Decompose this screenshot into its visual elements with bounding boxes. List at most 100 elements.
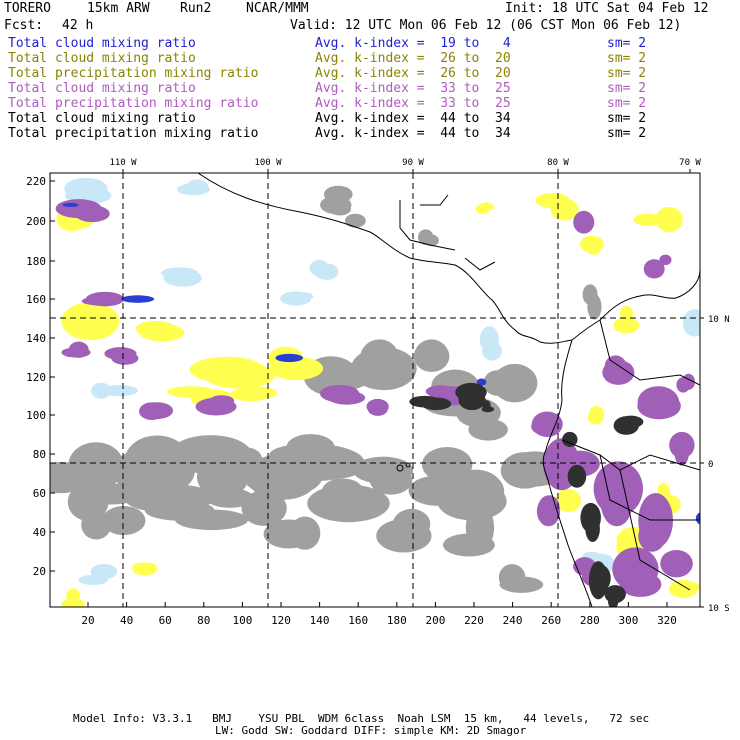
legend-kidx: Avg. k-index = 19 to 4 bbox=[315, 36, 511, 51]
coastline bbox=[542, 339, 593, 607]
x-tick-label: 120 bbox=[271, 614, 291, 627]
x-tick-label: 80 bbox=[197, 614, 210, 627]
physics-info: LW: Godd SW: Goddard DIFF: simple KM: 2D… bbox=[215, 724, 527, 737]
cloud-region bbox=[499, 576, 544, 593]
y-tick-label: 160 bbox=[26, 293, 46, 306]
convection-region bbox=[139, 402, 165, 421]
galapagos-islands bbox=[405, 462, 411, 468]
plot-area bbox=[50, 173, 700, 607]
moisture-region bbox=[668, 579, 699, 598]
convection-region bbox=[320, 384, 360, 403]
legend-field: Total precipitation mixing ratio bbox=[8, 66, 259, 81]
legend-field: Total precipitation mixing ratio bbox=[8, 126, 259, 141]
legend-sm: sm= 2 bbox=[607, 126, 647, 141]
convection-region bbox=[85, 291, 125, 307]
galapagos-islands bbox=[396, 464, 404, 472]
y-tick-label: 100 bbox=[26, 409, 46, 422]
x-tick-label: 200 bbox=[425, 614, 445, 627]
heavy-cloud-region bbox=[275, 353, 304, 363]
heavy-convection-region bbox=[580, 502, 601, 533]
moisture-region bbox=[479, 202, 494, 212]
cloud-region bbox=[360, 339, 400, 377]
legend-sm: sm= 2 bbox=[607, 66, 647, 81]
y-tick-label: 200 bbox=[26, 215, 46, 228]
moisture-region bbox=[613, 317, 640, 334]
convection-region bbox=[643, 259, 665, 279]
latitude-label: 10 S bbox=[708, 604, 730, 614]
cloud-region bbox=[376, 519, 432, 553]
moisture-region bbox=[269, 356, 324, 381]
cloud-region bbox=[286, 434, 335, 459]
heavy-cloud-region bbox=[695, 512, 700, 525]
convection-region bbox=[676, 377, 691, 393]
legend-kidx: Avg. k-index = 44 to 34 bbox=[315, 126, 511, 141]
x-tick-label: 60 bbox=[159, 614, 172, 627]
latitude-label: 0 bbox=[708, 460, 713, 470]
heavy-convection-region bbox=[588, 561, 608, 600]
convection-region bbox=[55, 199, 102, 219]
cloud-region bbox=[102, 506, 146, 536]
convection-region bbox=[367, 402, 388, 416]
y-tick-label: 120 bbox=[26, 371, 46, 384]
legend-kidx: Avg. k-index = 26 to 20 bbox=[315, 66, 511, 81]
legend-sm: sm= 2 bbox=[607, 96, 647, 111]
forecast-label: Fcst: bbox=[4, 18, 44, 33]
y-tick-label: 80 bbox=[33, 448, 46, 461]
y-tick-label: 180 bbox=[26, 255, 46, 268]
convection-region bbox=[111, 351, 139, 365]
cloud-region bbox=[417, 229, 434, 245]
longitude-label: 80 W bbox=[547, 158, 569, 168]
cloud-region bbox=[483, 370, 511, 396]
cloud-region bbox=[443, 533, 495, 557]
cloud-light-region bbox=[161, 267, 199, 279]
convection-region bbox=[602, 360, 635, 385]
heavy-convection-region bbox=[567, 464, 587, 488]
moisture-region bbox=[61, 302, 120, 341]
moisture-region bbox=[633, 213, 663, 226]
longitude-label: 70 W bbox=[679, 158, 701, 168]
cloud-region bbox=[68, 442, 124, 490]
legend-field: Total cloud mixing ratio bbox=[8, 36, 196, 51]
cloud-region bbox=[328, 203, 351, 216]
heavy-convection-region bbox=[458, 389, 486, 411]
legend-kidx: Avg. k-index = 33 to 25 bbox=[315, 96, 511, 111]
cloud-light-region bbox=[482, 341, 502, 361]
cloud-light-region bbox=[176, 183, 211, 196]
longitude-label: 90 W bbox=[402, 158, 424, 168]
cloud-region bbox=[352, 456, 414, 484]
convection-region bbox=[660, 549, 693, 578]
coastline bbox=[399, 200, 456, 251]
coastline bbox=[464, 257, 496, 271]
convection-region bbox=[573, 210, 595, 234]
cloud-region bbox=[582, 284, 598, 305]
x-tick-label: 20 bbox=[81, 614, 94, 627]
longitude-label: 110 W bbox=[109, 158, 137, 168]
x-tick-label: 280 bbox=[580, 614, 600, 627]
x-tick-label: 180 bbox=[387, 614, 407, 627]
valid-time: Valid: 12 UTC Mon 06 Feb 12 (06 CST Mon … bbox=[290, 18, 682, 33]
heavy-convection-region bbox=[482, 400, 491, 410]
y-tick-label: 40 bbox=[33, 526, 46, 539]
moisture-region bbox=[132, 563, 157, 576]
model-org: NCAR/MMM bbox=[246, 1, 309, 16]
cloud-region bbox=[323, 185, 353, 203]
cloud-light-region bbox=[99, 385, 139, 397]
convection-region bbox=[531, 411, 563, 437]
coastline bbox=[571, 269, 700, 341]
init-time: Init: 18 UTC Sat 04 Feb 12 bbox=[505, 1, 709, 16]
forecast-hour: 42 h bbox=[62, 18, 94, 33]
cloud-light-region bbox=[280, 291, 312, 306]
legend-field: Total cloud mixing ratio bbox=[8, 51, 196, 66]
legend-sm: sm= 2 bbox=[607, 81, 647, 96]
convection-region bbox=[637, 392, 681, 420]
cloud-region bbox=[344, 213, 366, 228]
x-tick-label: 260 bbox=[541, 614, 561, 627]
legend-kidx: Avg. k-index = 44 to 34 bbox=[315, 111, 511, 126]
coastline bbox=[599, 454, 700, 521]
legend-sm: sm= 2 bbox=[607, 111, 647, 126]
x-tick-label: 240 bbox=[503, 614, 523, 627]
model-name: TORERO bbox=[4, 1, 51, 16]
legend-sm: sm= 2 bbox=[607, 51, 647, 66]
heavy-cloud-region bbox=[476, 378, 487, 386]
coastline bbox=[197, 173, 573, 344]
